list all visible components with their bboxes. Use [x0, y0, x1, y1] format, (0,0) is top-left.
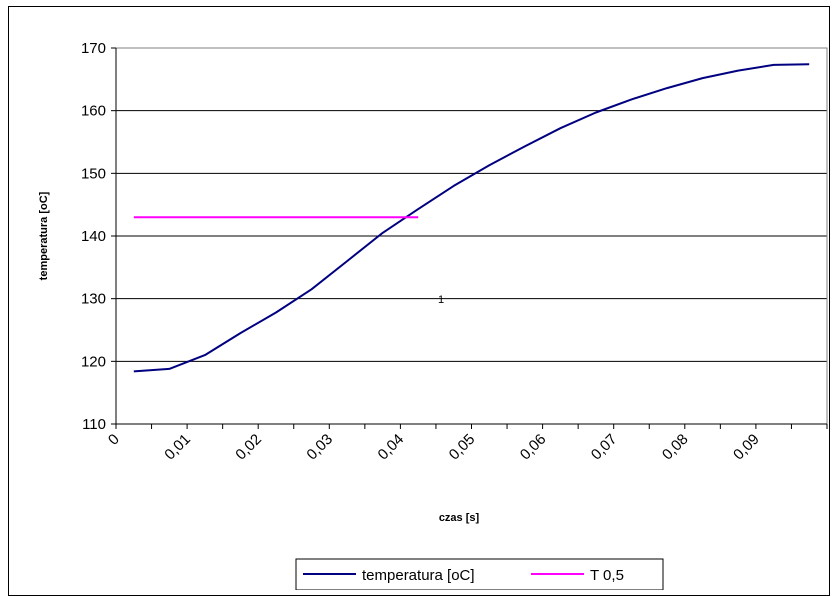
- x-tick-labels: 0 0,01 0,02 0,03 0,04 0,05 0,06 0,07 0,08 0,09: [105, 431, 763, 464]
- x-tick-label: 0,04: [375, 431, 408, 464]
- x-tick-label: 0,03: [303, 431, 336, 464]
- x-tick-label: 0,06: [517, 431, 550, 464]
- y-tick-labels: 110 120 130 140 150 160 170: [81, 40, 106, 433]
- x-tick-label: 0: [105, 431, 123, 449]
- y-tick-label: 120: [81, 353, 106, 370]
- x-tick-label: 0,01: [161, 431, 194, 464]
- x-tick-label: 0,08: [659, 431, 692, 464]
- x-tick-label: 0,02: [232, 431, 265, 464]
- y-tick-label: 150: [81, 165, 106, 182]
- y-tick-label: 160: [81, 103, 106, 120]
- y-tick-label: 110: [82, 416, 106, 433]
- x-tick-label: 0,05: [446, 431, 479, 464]
- series-lines: [133, 63, 810, 373]
- chart-frame: 110 120 130 140 150 160 170 0 0,01 0,02 0,03 0,04 0…: [8, 6, 830, 596]
- legend: temperatura [oC] T 0,5: [295, 558, 664, 590]
- y-tick-label: 170: [81, 40, 106, 57]
- legend-label-t05: T 0,5: [590, 567, 624, 584]
- x-tick-label: 0,09: [730, 431, 763, 464]
- annotation-label: 1: [438, 294, 444, 306]
- x-axis-title: czas [s]: [439, 512, 480, 524]
- series-line-0: [133, 63, 810, 373]
- y-tick-label: 140: [81, 228, 106, 245]
- gridlines: [116, 47, 827, 425]
- axes: [111, 47, 828, 429]
- legend-box: [295, 558, 664, 590]
- legend-label-temperatura: temperatura [oC]: [362, 567, 475, 584]
- y-axis-title: temperatura [oC]: [38, 191, 50, 280]
- x-tick-label: 0,07: [588, 431, 621, 464]
- y-tick-label: 130: [81, 291, 106, 308]
